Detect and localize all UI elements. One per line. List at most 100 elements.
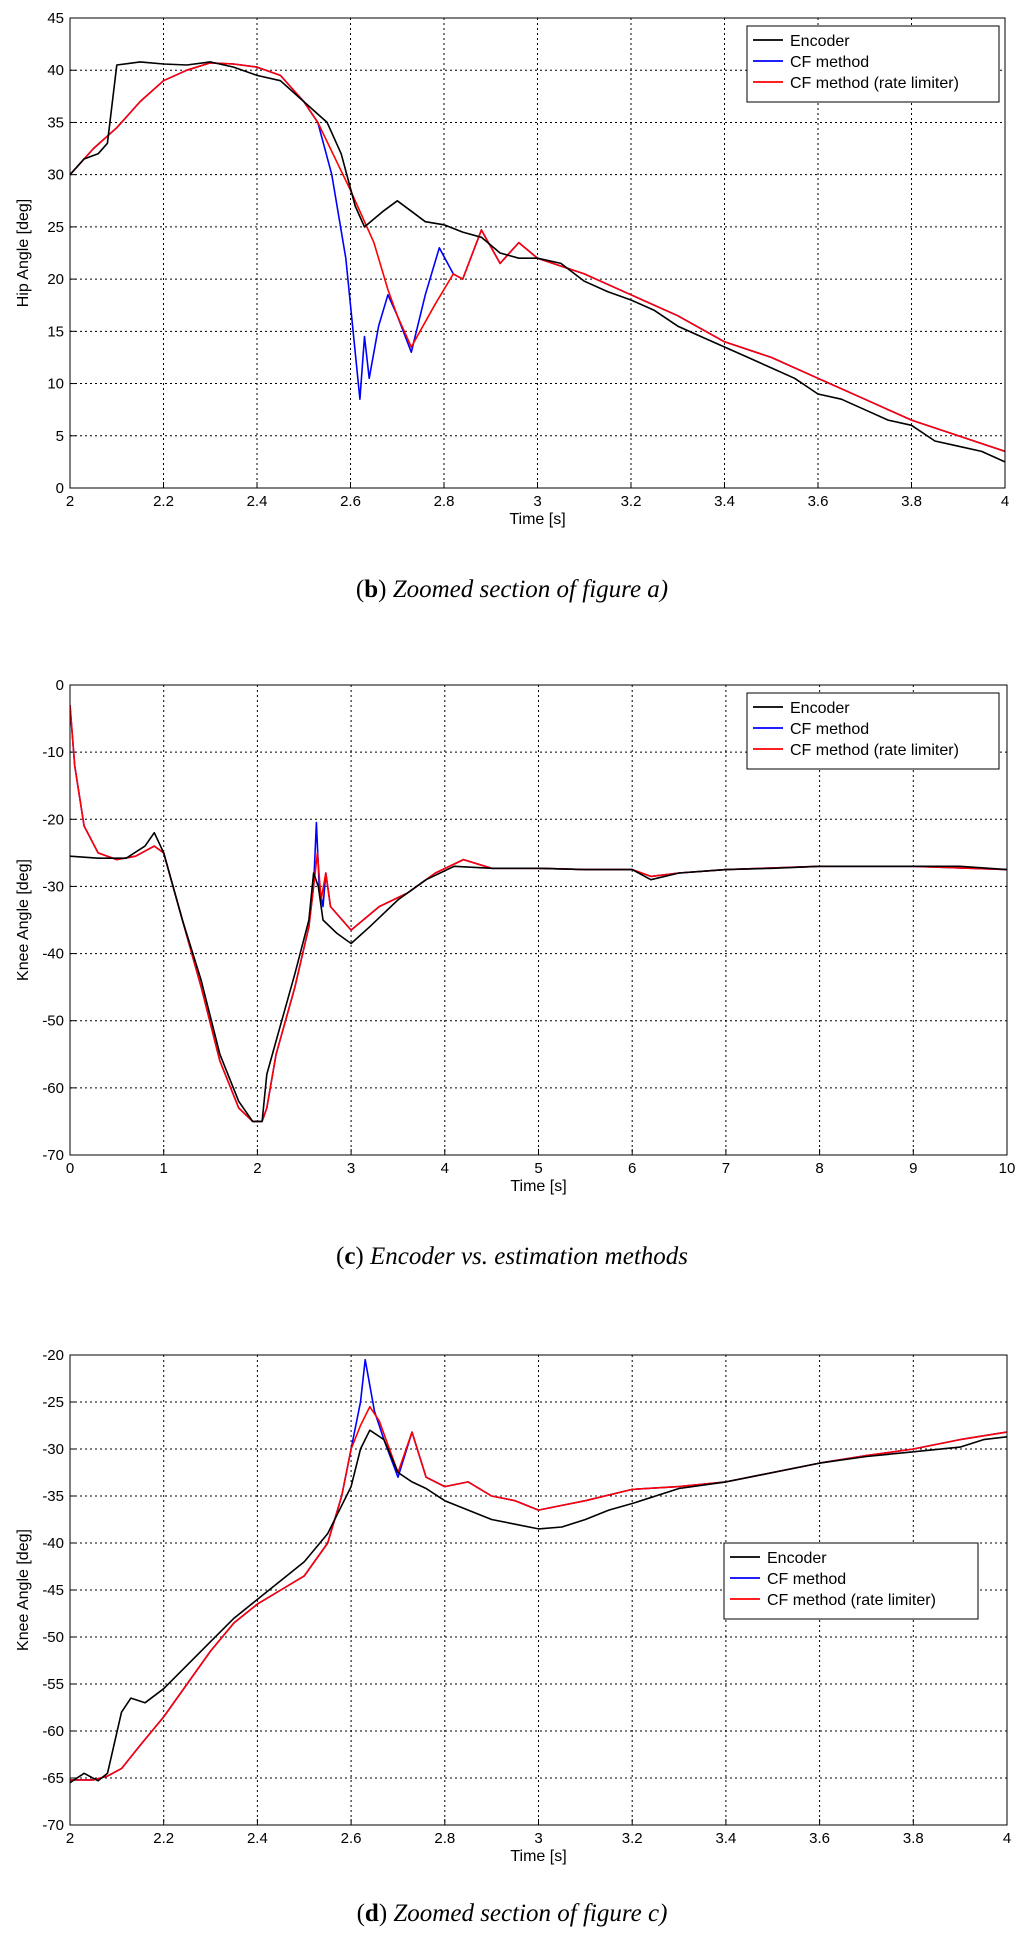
series-line-cf-method-rate-limiter (70, 62, 1005, 453)
x-tick-label: 2.2 (153, 493, 174, 510)
y-tick-label: 20 (47, 271, 64, 288)
legend-entry-label: CF method (790, 54, 869, 71)
y-tick-label: -30 (42, 1441, 64, 1458)
chart-knee-angle-zoomed: 2 2.2 2.4 2.6 2.8 3 3.2 3.4 3.6 3.8 4 -70 -65 -60 -55 -… (15, 1347, 1011, 1865)
x-axis-label: Time [s] (509, 511, 565, 528)
x-tick-label: 3.4 (714, 493, 735, 510)
caption-b: (b) Zoomed section of figure a) (355, 576, 669, 603)
x-tick-label: 3.4 (715, 1830, 736, 1847)
x-tick-label: 3.6 (808, 493, 829, 510)
caption-text: Encoder vs. estimation methods (370, 1243, 689, 1270)
x-tick-label: 4 (1003, 1830, 1011, 1847)
x-tick-label: 2 (253, 1160, 261, 1177)
axes-box (69, 1354, 1008, 1826)
y-tick-label: -50 (42, 1013, 64, 1030)
y-tick-label: 35 (47, 114, 64, 131)
x-tick-label: 6 (628, 1160, 636, 1177)
y-tick-label: -60 (42, 1723, 64, 1740)
series-line-encoder (70, 61, 1005, 463)
axes-box (69, 17, 1006, 489)
x-tick-label: 1 (160, 1160, 168, 1177)
figure-panel-d: 2 2.2 2.4 2.6 2.8 3 3.2 3.4 3.6 3.8 4 -70 -65 -60 -55 -… (0, 1330, 1024, 1949)
chart-hip-angle-zoomed: 2 2.2 2.4 2.6 2.8 3 3.2 3.4 3.6 3.8 40510152025303… (15, 10, 1009, 528)
x-tick-label: 2.4 (247, 1830, 268, 1847)
y-tick-label: -30 (42, 878, 64, 895)
y-tick-label: -70 (42, 1817, 64, 1834)
y-tick-label: 5 (56, 428, 64, 445)
y-tick-label: -35 (42, 1488, 64, 1505)
x-tick-label: 2.8 (434, 493, 455, 510)
x-tick-label: 5 (534, 1160, 542, 1177)
x-tick-label: 3.8 (903, 1830, 924, 1847)
y-tick-label: -50 (42, 1629, 64, 1646)
y-axis-label: Hip Angle [deg] (15, 199, 32, 308)
legend-entry-label: Encoder (790, 700, 850, 717)
legend: Encoder CF method CF method (rate limiter) (746, 692, 1000, 770)
y-tick-label: -45 (42, 1582, 64, 1599)
caption-text: Zoomed section of figure a) (392, 576, 669, 603)
caption-letter: b (364, 576, 379, 603)
y-tick-label: -40 (42, 946, 64, 963)
legend-entry-label: CF method (767, 1571, 846, 1588)
y-tick-label: -65 (42, 1770, 64, 1787)
x-axis-label: Time [s] (510, 1848, 566, 1865)
x-tick-label: 3.6 (809, 1830, 830, 1847)
x-tick-label: 8 (815, 1160, 823, 1177)
y-axis-label: Knee Angle [deg] (15, 859, 32, 981)
x-tick-label: 3 (533, 493, 541, 510)
y-tick-label: 25 (47, 219, 64, 236)
chart-knee-angle-full: 0 1 2 3 4 5 6 7 8 9 10 -70 -60 -50 -40 -30 -20 -10 0 Time [… (15, 677, 1016, 1195)
y-tick-label: -40 (42, 1535, 64, 1552)
x-tick-label: 3 (347, 1160, 355, 1177)
legend-entry-label: CF method (rate limiter) (767, 1592, 936, 1609)
legend: Encoder CF method CF method (rate limiter) (723, 1542, 979, 1620)
legend-box (723, 1542, 979, 1620)
x-tick-label: 2.6 (340, 493, 361, 510)
x-tick-label: 2.2 (153, 1830, 174, 1847)
caption-c: (c) Encoder vs. estimation methods (335, 1243, 689, 1270)
y-tick-label: -55 (42, 1676, 64, 1693)
figure-panel-b: 2 2.2 2.4 2.6 2.8 3 3.2 3.4 3.6 3.8 4 0 5 10 15 20 25 30 3… (0, 0, 1024, 640)
x-tick-label: 3.2 (622, 1830, 643, 1847)
caption-text: Zoomed section of figure c) (393, 1900, 668, 1927)
caption-letter: d (364, 1900, 379, 1927)
legend-box (746, 25, 1000, 103)
y-axis-label: Knee Angle [deg] (15, 1529, 32, 1651)
y-tick-label: -25 (42, 1394, 64, 1411)
legend: Encoder CF method CF method (rate limiter) (746, 25, 1000, 103)
x-tick-label: 2.4 (247, 493, 268, 510)
x-tick-label: 2 (66, 493, 74, 510)
y-tick-label: -10 (42, 744, 64, 761)
series-line-encoder (70, 1429, 1007, 1784)
x-tick-label: 9 (909, 1160, 917, 1177)
legend-entry-label: Encoder (790, 33, 850, 50)
x-tick-label: 3 (534, 1830, 542, 1847)
x-tick-label: 0 (66, 1160, 74, 1177)
y-tick-label: -20 (42, 1347, 64, 1364)
caption-d: (d) Zoomed section of figure c) (356, 1900, 668, 1927)
x-tick-label: 10 (999, 1160, 1016, 1177)
x-tick-label: 4 (441, 1160, 449, 1177)
x-tick-label: 3.2 (621, 493, 642, 510)
legend-box (746, 692, 1000, 770)
y-tick-label: 40 (47, 62, 64, 79)
caption-letter: c (344, 1243, 356, 1270)
y-tick-label: 0 (56, 480, 64, 497)
x-tick-label: 2 (66, 1830, 74, 1847)
series-line-encoder (70, 831, 1007, 1123)
axes-box (69, 684, 1008, 1156)
y-tick-label: 0 (56, 677, 64, 694)
y-tick-label: 10 (47, 376, 64, 393)
legend-entry-label: CF method (790, 721, 869, 738)
y-tick-label: -70 (42, 1147, 64, 1164)
x-axis-label: Time [s] (510, 1178, 566, 1195)
x-tick-label: 7 (722, 1160, 730, 1177)
figure-panel-c: 0 1 2 3 4 5 6 7 8 9 10 -70 -60 -50 -40 -30 -20 -10 0 Time [… (0, 665, 1024, 1310)
y-tick-label: 45 (47, 10, 64, 27)
x-tick-label: 2.6 (341, 1830, 362, 1847)
y-tick-label: 15 (47, 323, 64, 340)
legend-entry-label: Encoder (767, 1550, 827, 1567)
y-tick-label: -20 (42, 811, 64, 828)
legend-entry-label: CF method (rate limiter) (790, 75, 959, 92)
x-tick-label: 2.8 (434, 1830, 455, 1847)
